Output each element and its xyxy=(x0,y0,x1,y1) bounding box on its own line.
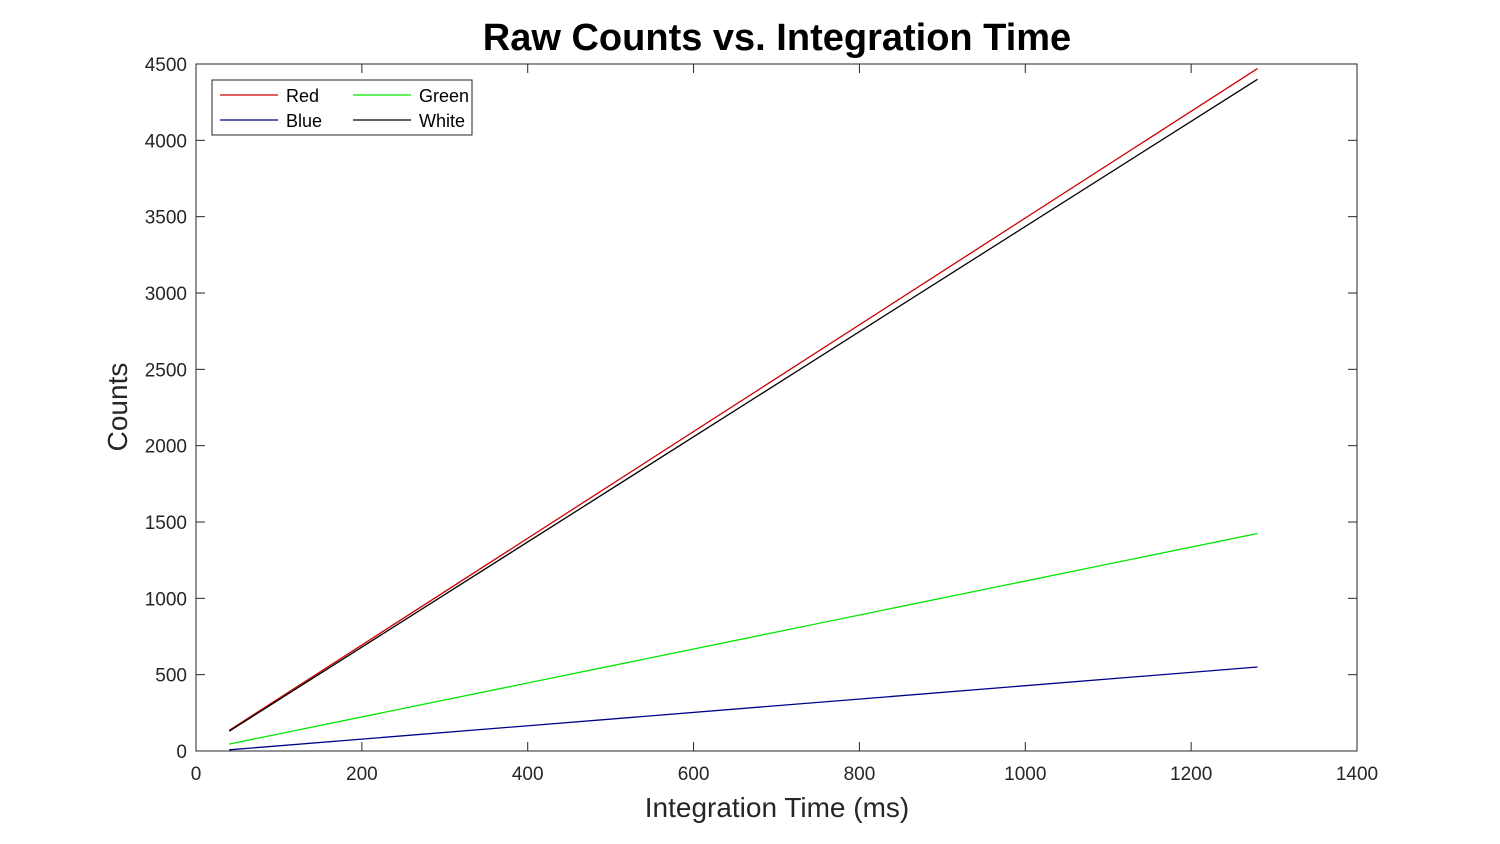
y-tick-label: 1000 xyxy=(145,589,187,610)
legend-label-blue: Blue xyxy=(286,111,322,131)
y-tick-label: 0 xyxy=(176,742,187,763)
y-axis-label: Counts xyxy=(102,363,133,452)
x-tick-label: 1400 xyxy=(1336,764,1378,785)
legend-box xyxy=(211,79,473,136)
series-line-red xyxy=(228,68,1258,731)
plot-frame xyxy=(195,63,1358,752)
y-tick-label: 4000 xyxy=(145,131,187,152)
x-tick-label: 400 xyxy=(512,764,544,785)
chart-title: Raw Counts vs. Integration Time xyxy=(483,17,1071,59)
x-tick-label: 0 xyxy=(191,764,202,785)
legend-label-green: Green xyxy=(419,86,469,106)
x-tick-label: 200 xyxy=(346,764,378,785)
x-tick-label: 1000 xyxy=(1004,764,1046,785)
legend-label-red: Red xyxy=(286,86,319,106)
x-tick-label: 800 xyxy=(844,764,876,785)
legend: Red Green Blue White xyxy=(211,79,473,136)
legend-label-white: White xyxy=(419,111,465,131)
series-line-green xyxy=(229,532,1258,745)
x-axis-label: Integration Time (ms) xyxy=(645,792,910,823)
y-tick-label: 1500 xyxy=(145,513,187,534)
y-axis: 0 500 1000 1500 2000 2500 3000 3500 4000 4500 xyxy=(145,55,1357,763)
series-line-blue xyxy=(229,666,1258,751)
series-line-white xyxy=(228,78,1258,732)
y-tick-label: 4500 xyxy=(145,55,187,76)
series-lines xyxy=(228,68,1258,751)
plot-area xyxy=(196,64,1357,751)
x-tick-label: 600 xyxy=(678,764,710,785)
y-tick-label: 3500 xyxy=(145,208,187,229)
x-axis: 0 200 400 600 800 1000 1200 1400 xyxy=(191,64,1378,785)
y-tick-label: 2500 xyxy=(145,360,187,381)
y-tick-label: 3000 xyxy=(145,284,187,305)
x-tick-label: 1200 xyxy=(1170,764,1212,785)
y-tick-label: 2000 xyxy=(145,437,187,458)
y-tick-label: 500 xyxy=(155,666,187,687)
